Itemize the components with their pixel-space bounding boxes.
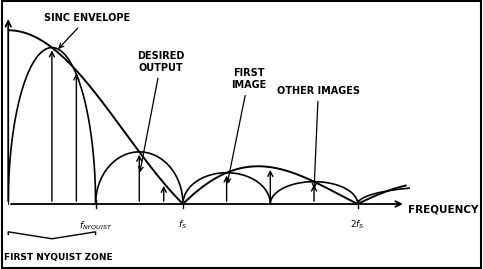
Text: FIRST NYQUIST ZONE: FIRST NYQUIST ZONE (4, 253, 113, 262)
Text: OTHER IMAGES: OTHER IMAGES (277, 86, 360, 187)
Text: FREQUENCY: FREQUENCY (408, 204, 479, 214)
Text: $f_{NYQUIST}$: $f_{NYQUIST}$ (79, 219, 113, 232)
Text: $2f_S$: $2f_S$ (350, 219, 365, 231)
Text: SINC ENVELOPE: SINC ENVELOPE (44, 13, 130, 48)
Text: FIRST
IMAGE: FIRST IMAGE (226, 69, 266, 183)
Text: $f_S$: $f_S$ (178, 219, 187, 231)
Text: DESIRED
OUTPUT: DESIRED OUTPUT (138, 51, 185, 171)
